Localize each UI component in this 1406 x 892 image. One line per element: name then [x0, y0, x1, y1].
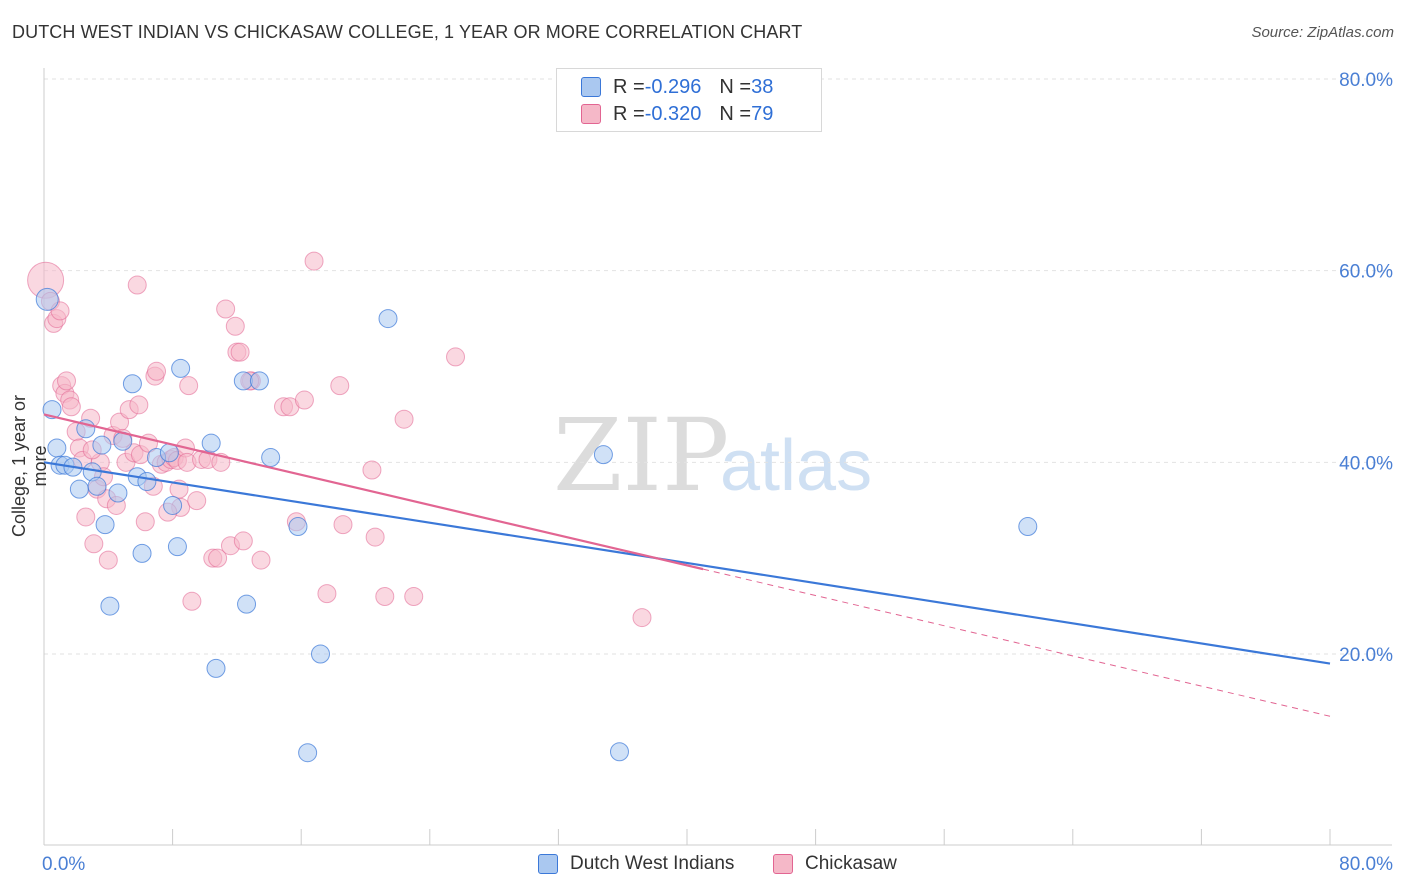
dutch-west-indians-trendline: [43, 461, 1331, 665]
series-legend: Dutch West Indians Chickasaw: [0, 851, 1406, 879]
chickasaw-point: [127, 275, 147, 295]
chickasaw-point: [317, 584, 337, 604]
chickasaw-point: [179, 376, 199, 396]
legend-label: Chickasaw: [805, 853, 897, 874]
dutch-west-indians-point: [249, 371, 269, 391]
dutch-west-indians-point: [298, 743, 318, 763]
legend-item-dutch-west-indians: Dutch West Indians: [538, 853, 734, 875]
dutch-west-indians-point: [378, 309, 398, 329]
dutch-west-indians-point: [1018, 517, 1038, 537]
blue-swatch: [581, 77, 601, 97]
dutch-west-indians-point: [108, 483, 128, 503]
chickasaw-point: [365, 527, 385, 547]
dutch-west-indians-point: [206, 658, 226, 678]
chickasaw-trendline-extension: [702, 568, 1331, 717]
chickasaw-point: [61, 397, 81, 417]
chickasaw-point: [225, 316, 245, 336]
dutch-west-indians-point: [122, 374, 142, 394]
chickasaw-point: [230, 342, 250, 362]
blue-swatch: [538, 854, 558, 874]
dutch-west-indians-point: [137, 472, 157, 491]
x-tick-label: 0.0%: [42, 854, 85, 875]
chickasaw-point: [394, 409, 414, 429]
dutch-west-indians-point: [92, 435, 112, 455]
chickasaw-point: [375, 587, 395, 606]
chickasaw-trendline: [43, 413, 704, 571]
chickasaw-point: [294, 390, 314, 410]
x-tick-label: 80.0%: [1339, 854, 1393, 875]
chickasaw-point: [233, 531, 253, 551]
dutch-west-indians-point: [171, 358, 191, 378]
chickasaw-point: [187, 491, 207, 511]
chickasaw-point: [98, 550, 118, 570]
watermark-zip: ZIP: [553, 397, 729, 514]
chickasaw-point: [632, 608, 652, 628]
chickasaw-point: [404, 587, 424, 606]
chart-title: DUTCH WEST INDIAN VS CHICKASAW COLLEGE, …: [12, 22, 803, 42]
dutch-west-indians-point: [87, 476, 107, 496]
y-tick-label: 60.0%: [1339, 262, 1393, 283]
dutch-west-indians-point: [132, 543, 152, 563]
n-label: N =: [719, 102, 752, 125]
dutch-west-indians-point: [201, 433, 221, 453]
stats-legend: R = -0.296 N = 38 R = -0.320 N = 79: [556, 68, 822, 132]
r-label: R =: [613, 75, 645, 98]
chickasaw-point: [84, 534, 104, 554]
n-label: N =: [719, 75, 752, 98]
chickasaw-point: [57, 371, 77, 391]
dutch-west-indians-point: [233, 371, 253, 391]
dutch-west-indians-point: [69, 479, 89, 499]
dutch-west-indians-point: [100, 596, 120, 616]
chickasaw-point: [182, 591, 202, 611]
chickasaw-point: [129, 395, 149, 415]
legend-label: Dutch West Indians: [570, 853, 735, 874]
pink-swatch: [581, 104, 601, 124]
chickasaw-point: [446, 347, 466, 367]
chickasaw-point: [304, 251, 324, 271]
chickasaw-point: [208, 548, 228, 568]
chickasaw-point: [362, 460, 382, 480]
n-value: 38: [751, 75, 774, 98]
dutch-west-indians-point: [310, 644, 330, 664]
chickasaw-point: [76, 507, 96, 527]
y-tick-label: 80.0%: [1339, 70, 1393, 91]
watermark-atlas: atlas: [720, 426, 872, 506]
dutch-west-indians-point: [261, 448, 281, 468]
chickasaw-point: [147, 361, 167, 381]
y-tick-label: 40.0%: [1339, 453, 1393, 474]
r-value: -0.296: [644, 75, 702, 98]
dutch-west-indians-point: [35, 287, 59, 311]
dutch-west-indians-point: [163, 495, 183, 515]
dutch-west-indians-point: [237, 594, 257, 614]
stats-row-blue: R = -0.296 N = 38: [581, 75, 773, 99]
dutch-west-indians-point: [288, 517, 308, 537]
dutch-west-indians-point: [609, 742, 629, 762]
chickasaw-point: [135, 512, 155, 532]
y-tick-label: 20.0%: [1339, 645, 1393, 666]
r-value: -0.320: [644, 102, 702, 125]
legend-item-chickasaw: Chickasaw: [773, 853, 897, 875]
stats-row-pink: R = -0.320 N = 79: [581, 102, 773, 126]
chickasaw-point: [333, 515, 353, 535]
dutch-west-indians-point: [95, 515, 115, 535]
dutch-west-indians-point: [593, 445, 613, 465]
dutch-west-indians-point: [167, 537, 187, 557]
y-axis-label: College, 1 year or more: [9, 394, 50, 538]
chickasaw-point: [216, 299, 236, 319]
pink-swatch: [773, 854, 793, 874]
chickasaw-point: [330, 376, 350, 396]
source-label: Source: ZipAtlas.com: [1251, 24, 1394, 41]
r-label: R =: [613, 102, 645, 125]
n-value: 79: [751, 102, 774, 125]
chickasaw-point: [251, 550, 271, 570]
